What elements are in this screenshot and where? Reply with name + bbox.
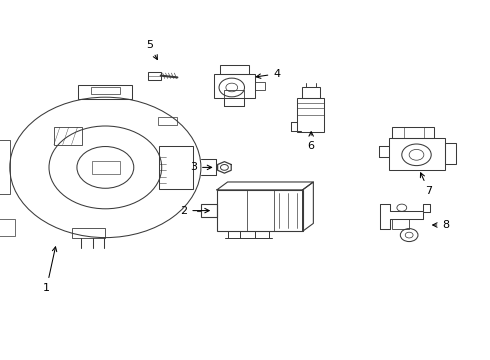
Text: 6: 6 [308, 132, 315, 151]
Bar [78, 85, 132, 99]
Bar [297, 98, 324, 132]
Text: 5: 5 [146, 40, 157, 59]
Bar [159, 146, 193, 189]
Bar [220, 65, 249, 74]
Text: 7: 7 [420, 173, 432, 196]
Bar [201, 204, 217, 217]
Bar [255, 82, 265, 90]
Text: 4: 4 [256, 69, 280, 79]
Bar [392, 127, 434, 138]
Text: 8: 8 [433, 220, 449, 230]
Text: 1: 1 [43, 247, 57, 293]
Bar [158, 117, 176, 125]
Bar [148, 72, 161, 80]
Bar [72, 228, 105, 238]
Bar [392, 219, 409, 229]
Bar [445, 143, 456, 164]
Bar [91, 87, 120, 94]
Bar [389, 138, 445, 170]
Bar [214, 74, 255, 98]
Bar [217, 190, 302, 231]
Bar [302, 87, 320, 98]
Text: 3: 3 [190, 162, 212, 172]
Bar [0, 140, 10, 194]
Bar [92, 161, 120, 174]
Text: 2: 2 [180, 206, 209, 216]
Bar [224, 90, 244, 98]
Bar [54, 127, 82, 145]
Bar [0, 219, 15, 236]
